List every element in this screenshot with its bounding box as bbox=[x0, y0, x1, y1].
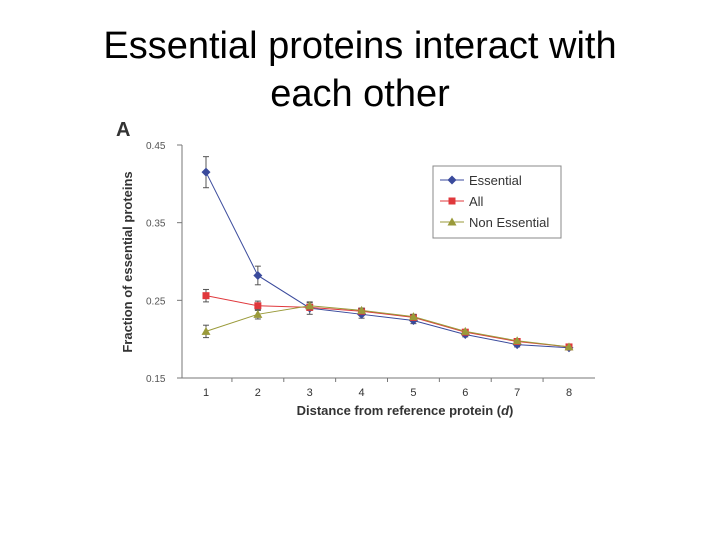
data-point bbox=[254, 302, 262, 310]
data-point bbox=[564, 342, 574, 351]
data-point bbox=[408, 312, 418, 321]
x-tick-label: 2 bbox=[255, 387, 261, 399]
y-ticks: 0.15 0.25 0.35 0.45 bbox=[146, 141, 182, 385]
x-tick-label: 7 bbox=[514, 387, 520, 399]
data-point bbox=[253, 309, 263, 318]
panel-label: A bbox=[116, 119, 130, 141]
legend-entry: All bbox=[440, 194, 484, 209]
y-tick-label: 0.35 bbox=[146, 219, 166, 230]
slide-title: Essential proteins interact with each ot… bbox=[103, 25, 617, 115]
x-tick-label: 8 bbox=[566, 387, 572, 399]
x-tick-label: 1 bbox=[203, 387, 209, 399]
data-point bbox=[202, 292, 210, 300]
y-axis-label: Fraction of essential proteins bbox=[120, 171, 135, 352]
series-non-essential bbox=[201, 301, 574, 351]
data-point bbox=[357, 305, 367, 314]
x-axis-label: Distance from reference protein (d) bbox=[297, 403, 514, 418]
x-ticks: 1 2 3 4 5 6 7 8 bbox=[203, 378, 572, 399]
y-tick-label: 0.15 bbox=[146, 374, 166, 385]
x-tick-label: 3 bbox=[307, 387, 313, 399]
y-tick-label: 0.25 bbox=[146, 296, 166, 307]
series-layer bbox=[201, 156, 574, 353]
x-axis-label-main: Distance from reference protein ( bbox=[297, 403, 502, 418]
data-point bbox=[512, 336, 522, 345]
legend-label: Essential bbox=[469, 173, 522, 188]
legend-label: Non Essential bbox=[469, 215, 549, 230]
data-point bbox=[201, 167, 211, 177]
x-axis-label-close: ) bbox=[509, 403, 513, 418]
legend: Essential All Non Essential bbox=[432, 165, 562, 239]
data-point bbox=[253, 270, 263, 280]
data-point bbox=[201, 326, 211, 335]
x-axis-label-variable: d bbox=[501, 403, 510, 418]
axes bbox=[181, 145, 595, 379]
legend-marker bbox=[447, 217, 457, 226]
y-tick-label: 0.45 bbox=[146, 141, 166, 152]
legend-marker bbox=[448, 197, 456, 205]
series-line bbox=[205, 305, 570, 348]
data-point bbox=[460, 326, 470, 335]
legend-entry: Non Essential bbox=[440, 215, 549, 230]
series-line bbox=[205, 295, 570, 348]
legend-entry: Essential bbox=[440, 173, 522, 188]
legend-marker bbox=[447, 175, 457, 185]
legend-label: All bbox=[469, 194, 484, 209]
x-tick-label: 6 bbox=[462, 387, 468, 399]
x-tick-label: 4 bbox=[359, 387, 365, 399]
series-line bbox=[205, 171, 570, 349]
data-point bbox=[305, 301, 315, 310]
x-tick-label: 5 bbox=[410, 387, 416, 399]
